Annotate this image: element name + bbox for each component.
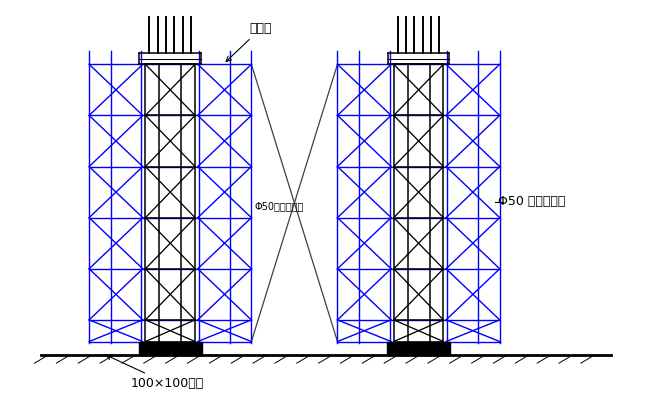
Text: Φ50 钢管脚手架: Φ50 钢管脚手架 bbox=[498, 196, 565, 208]
Text: 人行桥: 人行桥 bbox=[226, 22, 272, 61]
Bar bbox=[387, 341, 450, 355]
Text: Φ50钢管脚手架: Φ50钢管脚手架 bbox=[255, 201, 304, 211]
Bar bbox=[139, 341, 201, 355]
Text: 100×100方木: 100×100方木 bbox=[106, 355, 203, 390]
